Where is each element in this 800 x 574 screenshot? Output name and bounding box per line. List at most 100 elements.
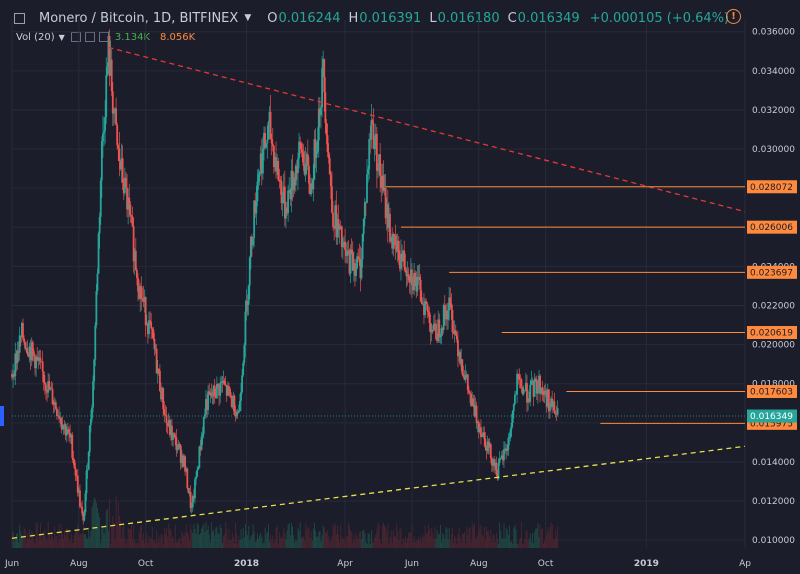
volume-bar	[478, 524, 480, 548]
candle	[220, 381, 223, 384]
volume-bar	[230, 539, 232, 548]
candle	[116, 124, 119, 146]
candle	[308, 165, 310, 184]
volume-bar	[42, 534, 44, 548]
volume-bar	[333, 527, 335, 548]
candle	[352, 263, 355, 271]
candle	[48, 381, 51, 390]
volume-bar	[113, 522, 115, 548]
candle	[287, 190, 290, 214]
volume-bar	[283, 527, 285, 548]
candle	[290, 170, 293, 200]
volume-bar	[479, 528, 481, 548]
candle	[378, 154, 380, 171]
volume-bar	[212, 531, 214, 548]
volume-bar	[144, 542, 146, 548]
volume-bar	[125, 543, 127, 548]
candle	[392, 234, 395, 249]
volume-bar	[393, 535, 395, 548]
volume-bar	[528, 538, 530, 548]
chevron-down-icon[interactable]: ▼	[244, 13, 252, 23]
candle	[360, 259, 363, 279]
volume-bar	[548, 531, 550, 548]
volume-bar	[275, 527, 277, 548]
candle	[219, 383, 222, 396]
volume-bar	[65, 535, 67, 548]
volume-bar	[21, 534, 23, 548]
volume-bar	[401, 543, 403, 548]
candle	[95, 291, 98, 326]
volume-bar	[372, 541, 373, 548]
volume-bar	[207, 525, 209, 548]
volume-bar	[277, 543, 279, 548]
volume-bar	[395, 537, 396, 548]
volume-bar	[137, 543, 139, 548]
candle	[246, 300, 249, 305]
volume-bar	[124, 538, 126, 548]
chevron-down-icon[interactable]: ▼	[58, 32, 65, 42]
candle	[396, 240, 399, 252]
volume-bar	[489, 536, 491, 548]
y-axis-tick-label: 0.014000	[752, 458, 795, 468]
collapse-square-icon[interactable]	[14, 12, 25, 24]
candle	[17, 350, 20, 353]
volume-bar	[102, 526, 104, 548]
volume-bar	[151, 526, 153, 548]
settings-icon[interactable]	[84, 32, 95, 42]
candle	[168, 420, 171, 435]
candle	[56, 408, 58, 417]
volume-bar	[290, 523, 292, 548]
candle	[125, 177, 127, 188]
candle	[391, 237, 394, 249]
volume-bar	[441, 541, 443, 548]
volume-bar	[505, 528, 507, 548]
candle	[453, 330, 456, 334]
candle	[388, 213, 390, 229]
volume-bar	[347, 522, 349, 548]
symbol-title[interactable]: Monero / Bitcoin, 1D, BITFINEX	[39, 10, 239, 26]
volume-bar	[546, 532, 548, 548]
candle	[278, 179, 281, 181]
volume-bar	[547, 527, 549, 548]
volume-bar	[40, 522, 41, 548]
candle	[305, 154, 308, 164]
candle	[417, 276, 420, 278]
volume-bar	[496, 538, 498, 548]
level-price-tag	[747, 265, 797, 279]
volume-bar	[432, 533, 434, 548]
volume-indicator[interactable]: Vol (20) ▼ 3.134K 8.056K	[16, 30, 195, 44]
eye-icon[interactable]	[70, 32, 81, 42]
volume-bar	[370, 530, 372, 548]
candle	[292, 177, 295, 191]
volume-bar	[549, 527, 551, 548]
candle	[129, 204, 132, 216]
volume-bar	[409, 532, 411, 548]
volume-bar	[92, 502, 94, 548]
volume-bar	[251, 534, 253, 548]
volume-bar	[289, 535, 291, 548]
candle	[226, 385, 229, 396]
volume-bar	[223, 535, 224, 548]
candle	[41, 361, 44, 372]
volume-bar	[170, 529, 172, 548]
volume-bar	[422, 534, 424, 548]
candle	[424, 301, 426, 315]
candle	[297, 158, 299, 174]
volume-bar	[552, 538, 554, 548]
volume-bar	[551, 524, 553, 548]
volume-bar	[445, 526, 447, 548]
level-price-tag	[747, 180, 797, 194]
candle	[540, 387, 543, 394]
candle	[384, 188, 387, 219]
volume-bar	[398, 540, 400, 548]
volume-bar	[373, 542, 375, 548]
candle	[89, 419, 92, 426]
candle	[549, 403, 551, 412]
volume-bar	[214, 535, 216, 548]
volume-bar	[387, 523, 389, 548]
volume-bar	[519, 537, 521, 548]
volume-bar	[380, 543, 382, 548]
candle	[37, 357, 40, 361]
alert-icon[interactable]: !	[726, 9, 741, 24]
